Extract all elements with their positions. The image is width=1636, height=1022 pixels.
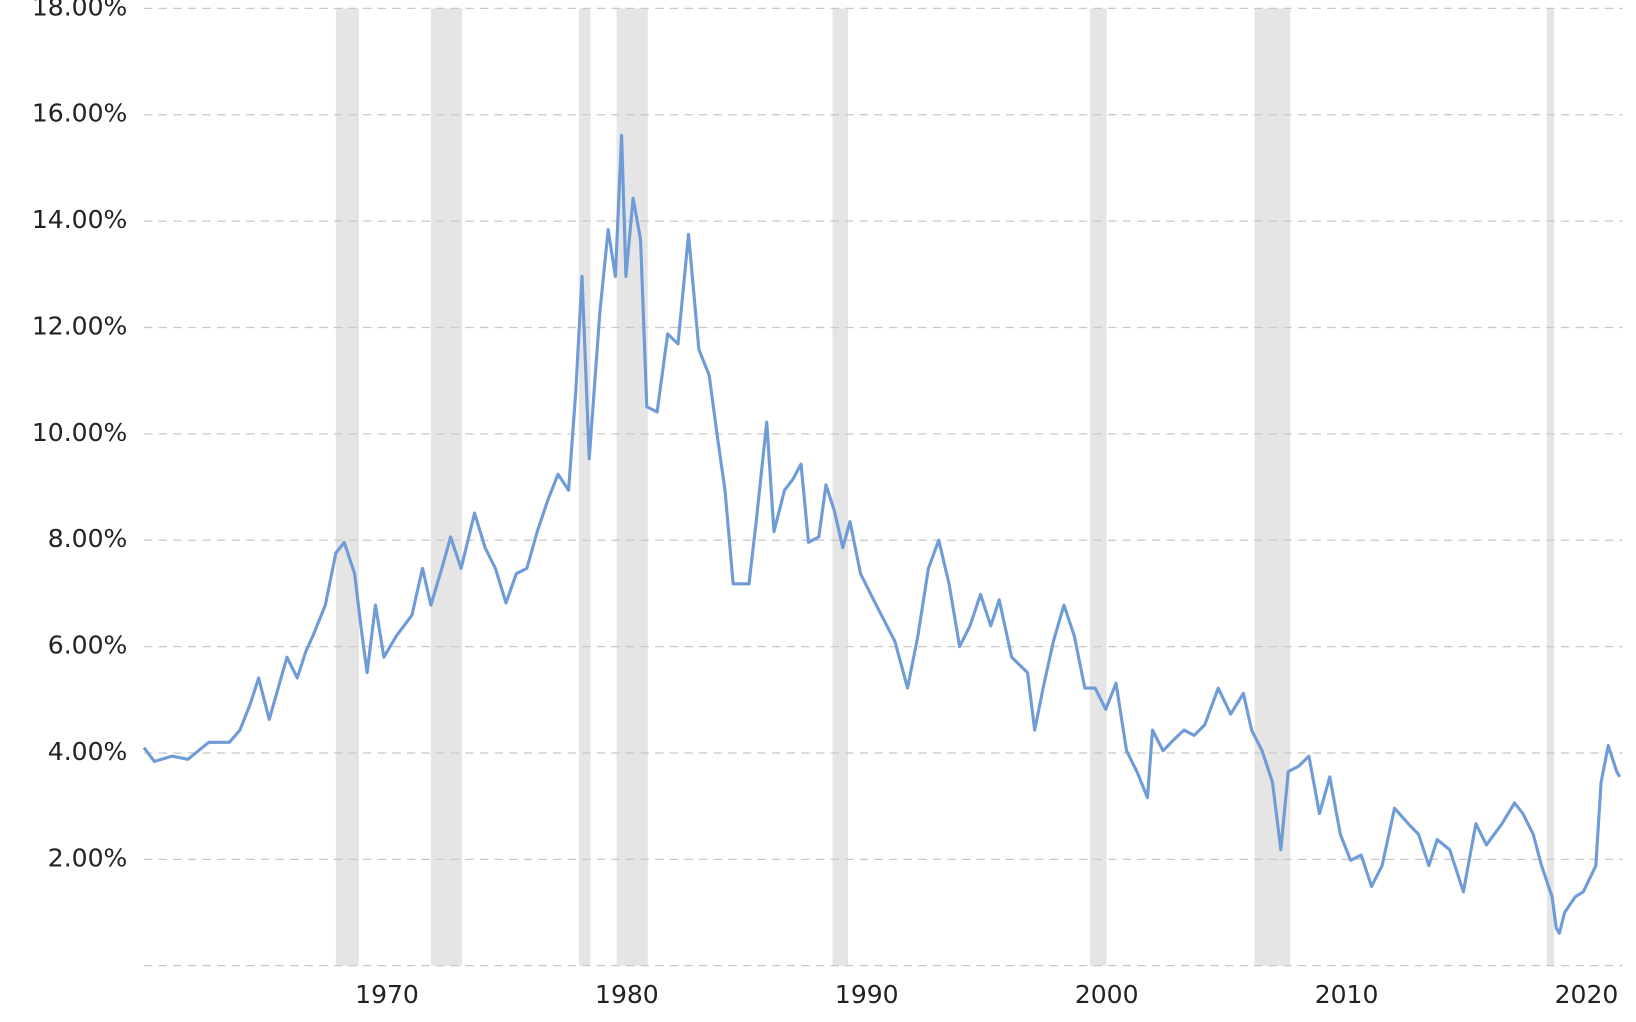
y-tick-label: 10.00% <box>32 418 127 447</box>
x-tick-label: 1990 <box>835 980 899 1009</box>
y-tick-label: 14.00% <box>32 205 127 234</box>
recession-band <box>1089 8 1107 966</box>
x-tick-label: 1980 <box>595 980 659 1009</box>
x-tick-label: 1970 <box>355 980 419 1009</box>
y-tick-label: 8.00% <box>48 524 127 553</box>
y-tick-label: 6.00% <box>48 631 127 660</box>
x-tick-label: 2020 <box>1555 980 1619 1009</box>
recession-band <box>430 8 463 966</box>
y-tick-label: 12.00% <box>32 311 127 340</box>
y-tick-label: 16.00% <box>32 99 127 128</box>
x-tick-label: 2000 <box>1075 980 1139 1009</box>
y-tick-label: 18.00% <box>32 0 127 21</box>
recession-band <box>1546 8 1555 966</box>
recession-band <box>335 8 359 966</box>
x-tick-label: 2010 <box>1315 980 1379 1009</box>
y-tick-label: 4.00% <box>48 737 127 766</box>
line-series <box>142 133 1622 935</box>
y-tick-label: 2.00% <box>48 843 127 872</box>
recession-band <box>578 8 591 966</box>
recession-band <box>832 8 849 966</box>
